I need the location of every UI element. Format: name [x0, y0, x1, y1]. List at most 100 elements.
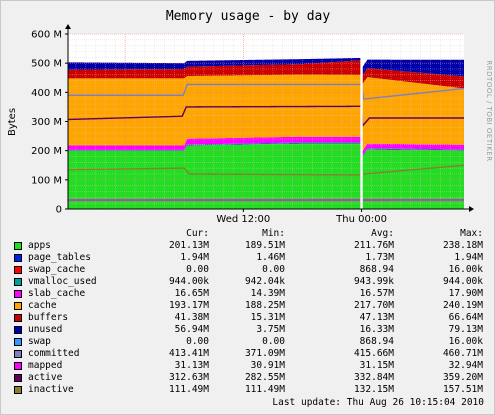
legend-row: buffers 41.38M 15.31M 47.13M 66.64M: [11, 312, 485, 324]
legend-cur: 0.00: [186, 336, 209, 347]
legend-row: inactive 111.49M 111.49M 132.15M 157.51M: [11, 384, 485, 396]
legend-max: 359.20M: [442, 372, 483, 383]
y-tick-label: 100 M: [31, 175, 62, 186]
legend-max: 16.00k: [448, 336, 483, 347]
area-unused: [68, 57, 464, 77]
legend-swatch: [14, 362, 22, 370]
legend-row: active 312.63M 282.55M 332.84M 359.20M: [11, 372, 485, 384]
area-buffers: [68, 60, 464, 89]
y-tick-label: 0: [56, 205, 62, 216]
chart-title: Memory usage - by day: [166, 9, 331, 24]
legend-series-name: buffers: [28, 312, 69, 323]
legend-row: cache 193.17M 188.25M 217.70M 240.19M: [11, 300, 485, 312]
legend-header-avg: Avg:: [371, 228, 394, 239]
legend-avg: 868.94: [359, 336, 394, 347]
y-tick-label: 400 M: [31, 88, 62, 99]
legend-max: 157.51M: [442, 384, 483, 395]
legend-avg: 16.33M: [359, 324, 394, 335]
legend-row: swap_cache 0.00 0.00 868.94 16.00k: [11, 264, 485, 276]
legend-avg: 943.99k: [353, 276, 394, 287]
legend-cur: 944.00k: [168, 276, 209, 287]
legend-avg: 415.66M: [353, 348, 394, 359]
legend-swatch: [14, 338, 22, 346]
legend-row: slab_cache 16.65M 14.39M 16.57M 17.90M: [11, 288, 485, 300]
legend-series-name: page_tables: [28, 252, 91, 263]
data-gap: [360, 34, 363, 209]
legend-avg: 16.57M: [359, 288, 394, 299]
legend-series-name: swap_cache: [28, 264, 86, 275]
legend-series-name: swap: [28, 336, 51, 347]
legend-series-name: apps: [28, 240, 51, 251]
legend-swatch: [14, 374, 22, 382]
legend-swatch: [14, 266, 22, 274]
legend-min: 282.55M: [244, 372, 285, 383]
legend-avg: 332.84M: [353, 372, 394, 383]
legend-swatch: [14, 326, 22, 334]
legend-header: Cur: Min: Avg: Max:: [11, 228, 485, 240]
legend-min: 14.39M: [250, 288, 285, 299]
legend-header-cur: Cur:: [186, 228, 209, 239]
legend-swatch: [14, 302, 22, 310]
x-axis-arrow: [469, 206, 474, 212]
legend-min: 1.46M: [256, 252, 285, 263]
legend-series-name: mapped: [28, 360, 63, 371]
legend-min: 189.51M: [244, 240, 285, 251]
legend-cur: 56.94M: [174, 324, 209, 335]
legend-avg: 31.15M: [359, 360, 394, 371]
legend-header-max: Max:: [460, 228, 483, 239]
area-apps: [68, 143, 464, 209]
line-inactive: [67, 164, 465, 176]
legend-row: vmalloc_used 944.00k 942.04k 943.99k 944.00k: [11, 276, 485, 288]
x-tick-label: Thu 00:00: [335, 214, 387, 225]
y-tick-label: 500 M: [31, 59, 62, 70]
y-tick-label: 200 M: [31, 146, 62, 157]
legend-row: apps 201.13M 189.51M 211.76M 238.18M: [11, 240, 485, 252]
y-axis-label: Bytes: [7, 108, 18, 136]
legend-swatch: [14, 386, 22, 394]
legend-swatch: [14, 278, 22, 286]
legend-min: 0.00: [262, 264, 285, 275]
legend-min: 942.04k: [244, 276, 285, 287]
legend-row: unused 56.94M 3.75M 16.33M 79.13M: [11, 324, 485, 336]
legend-avg: 132.15M: [353, 384, 394, 395]
legend-cur: 16.65M: [174, 288, 209, 299]
legend-avg: 47.13M: [359, 312, 394, 323]
legend-max: 460.71M: [442, 348, 483, 359]
legend-max: 17.90M: [448, 288, 483, 299]
y-tick-label: 300 M: [31, 117, 62, 128]
legend-min: 30.91M: [250, 360, 285, 371]
legend-max: 32.94M: [448, 360, 483, 371]
legend-swatch: [14, 350, 22, 358]
legend-min: 371.09M: [244, 348, 285, 359]
legend-max: 1.94M: [454, 252, 483, 263]
legend-cur: 1.94M: [180, 252, 209, 263]
legend-cur: 413.41M: [168, 348, 209, 359]
legend-max: 16.00k: [448, 264, 483, 275]
legend-cur: 0.00: [186, 264, 209, 275]
legend-cur: 193.17M: [168, 300, 209, 311]
legend-series-name: committed: [28, 348, 80, 359]
legend-max: 238.18M: [442, 240, 483, 251]
legend-min: 3.75M: [256, 324, 285, 335]
legend-series-name: active: [28, 372, 63, 383]
legend-series-name: inactive: [28, 384, 74, 395]
legend-min: 15.31M: [250, 312, 285, 323]
area-cache: [68, 74, 464, 151]
legend-swatch: [14, 290, 22, 298]
legend-row: mapped 31.13M 30.91M 31.15M 32.94M: [11, 360, 485, 372]
legend-series-name: cache: [28, 300, 57, 311]
x-tick-label: Wed 12:00: [216, 214, 270, 225]
legend: Cur: Min: Avg: Max: apps 201.13M 189.51M 211.76…: [11, 228, 485, 396]
legend-avg: 217.70M: [353, 300, 394, 311]
legend-header-min: Min:: [262, 228, 285, 239]
legend-series-name: slab_cache: [28, 288, 86, 299]
line-committed: [68, 83, 465, 100]
legend-cur: 41.38M: [174, 312, 209, 323]
y-axis-arrow: [65, 24, 71, 29]
legend-avg: 868.94: [359, 264, 394, 275]
legend-min: 0.00: [262, 336, 285, 347]
legend-cur: 31.13M: [174, 360, 209, 371]
legend-cur: 312.63M: [168, 372, 209, 383]
legend-series-name: vmalloc_used: [28, 276, 97, 287]
legend-avg: 211.76M: [353, 240, 394, 251]
